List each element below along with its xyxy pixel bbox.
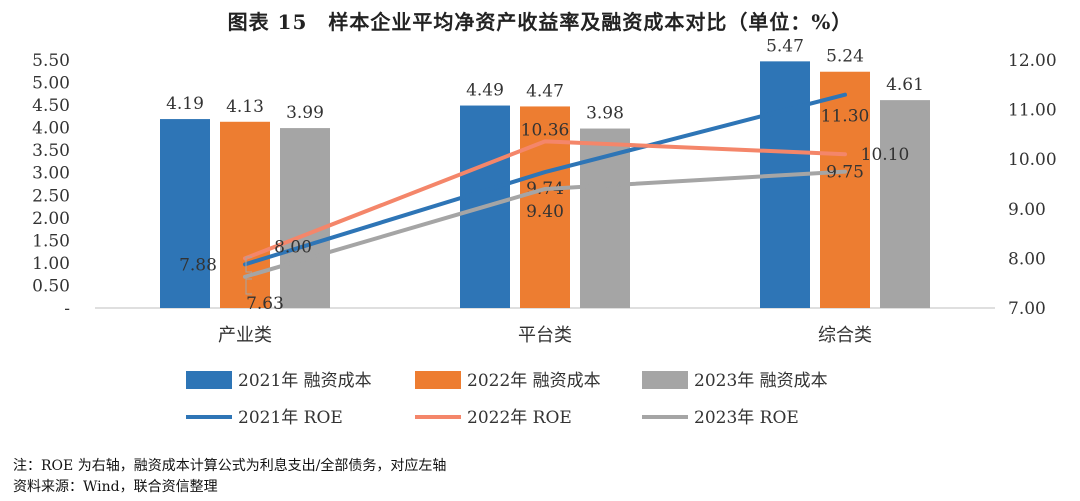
bar bbox=[220, 121, 270, 309]
legend-label: 2021年 ROE bbox=[238, 408, 343, 428]
left-axis-tick-label: - bbox=[64, 299, 70, 319]
roe-line bbox=[243, 92, 847, 267]
roe-data-label: 9.40 bbox=[526, 202, 564, 222]
footnote-axis-note: 注：ROE 为右轴，融资成本计算公式为利息支出/全部债务，对应左轴 bbox=[13, 458, 447, 474]
right-axis-tick-label: 9.00 bbox=[1008, 200, 1046, 220]
left-axis-tick-label: 5.00 bbox=[32, 74, 70, 94]
right-axis-tick-label: 10.00 bbox=[1008, 150, 1057, 170]
bar-data-label: 5.24 bbox=[826, 47, 864, 67]
legend-swatch bbox=[415, 371, 461, 389]
legend-label: 2021年 融资成本 bbox=[238, 371, 372, 391]
left-axis-tick-label: 4.00 bbox=[32, 119, 70, 139]
roe-data-label: 8.00 bbox=[274, 237, 312, 257]
legend-label: 2022年 ROE bbox=[467, 408, 572, 428]
category-label: 综合类 bbox=[818, 325, 872, 346]
roe-data-label: 10.36 bbox=[521, 120, 570, 140]
roe-data-label: 7.88 bbox=[179, 255, 217, 275]
bar bbox=[280, 128, 330, 308]
left-axis-tick-label: 3.00 bbox=[32, 164, 70, 184]
legend-label: 2023年 ROE bbox=[694, 408, 799, 428]
bar-data-label: 4.47 bbox=[526, 81, 564, 101]
left-axis-tick-label: 4.50 bbox=[32, 96, 70, 116]
bar-data-label: 5.47 bbox=[766, 36, 804, 56]
label-leader-line bbox=[245, 256, 252, 273]
roe-line bbox=[243, 169, 847, 279]
left-axis-tick-label: 3.50 bbox=[32, 141, 70, 161]
left-axis-tick-label: 1.00 bbox=[32, 254, 70, 274]
left-axis-tick-label: 2.50 bbox=[32, 186, 70, 206]
bar bbox=[160, 119, 210, 308]
left-axis-tick-label: 1.50 bbox=[32, 231, 70, 251]
roe-data-label: 11.30 bbox=[821, 107, 870, 127]
footnote-source: 资料来源：Wind，联合资信整理 bbox=[13, 479, 218, 495]
bar bbox=[760, 61, 810, 309]
bar bbox=[820, 71, 870, 308]
label-leader-line bbox=[245, 278, 252, 295]
right-axis-tick-label: 11.00 bbox=[1008, 101, 1057, 121]
legend-label: 2023年 融资成本 bbox=[694, 371, 828, 391]
category-label: 平台类 bbox=[518, 325, 572, 346]
bar-data-label: 4.19 bbox=[166, 94, 204, 114]
left-axis-tick-label: 2.00 bbox=[32, 209, 70, 229]
legend-swatch bbox=[186, 371, 232, 389]
right-axis-tick-label: 8.00 bbox=[1008, 249, 1046, 269]
left-axis-tick-label: 5.50 bbox=[32, 51, 70, 71]
bar-data-label: 4.49 bbox=[466, 81, 504, 101]
bar bbox=[880, 100, 930, 308]
roe-data-label: 9.75 bbox=[826, 163, 864, 183]
roe-data-label: 10.10 bbox=[861, 145, 910, 165]
bar-data-label: 4.13 bbox=[226, 97, 264, 117]
right-axis-tick-label: 7.00 bbox=[1008, 299, 1046, 319]
bar-data-label: 4.61 bbox=[886, 75, 924, 95]
legend-swatch bbox=[642, 371, 688, 389]
legend-label: 2022年 融资成本 bbox=[467, 371, 601, 391]
roe-data-label: 7.63 bbox=[246, 294, 284, 314]
bar-data-label: 3.98 bbox=[586, 104, 624, 124]
left-axis-tick-label: 0.50 bbox=[32, 276, 70, 296]
category-label: 产业类 bbox=[218, 325, 272, 346]
roe-line bbox=[243, 139, 847, 261]
right-axis-tick-label: 12.00 bbox=[1008, 51, 1057, 71]
bar-data-label: 3.99 bbox=[286, 103, 324, 123]
chart-title: 图表 15 样本企业平均净资产收益率及融资成本对比（单位：%） bbox=[227, 10, 853, 34]
